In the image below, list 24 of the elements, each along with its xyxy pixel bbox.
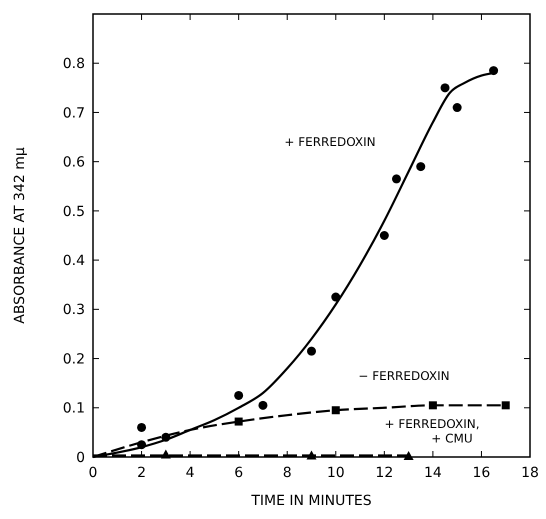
y-tick-label: 0.1 bbox=[62, 400, 85, 417]
annotation: + FERREDOXIN bbox=[284, 135, 376, 149]
x-tick-label: 18 bbox=[521, 465, 539, 481]
y-tick-label: 0.6 bbox=[62, 154, 86, 171]
x-tick-label: 0 bbox=[88, 465, 98, 481]
annotation: − FERREDOXIN bbox=[358, 369, 450, 383]
x-tick-label: 10 bbox=[326, 465, 345, 481]
y-tick-label: 0.3 bbox=[62, 302, 85, 318]
x-tick-label: 8 bbox=[282, 465, 292, 481]
y-tick-label: 0.5 bbox=[62, 204, 85, 220]
y-axis-title: ABSORBANCE AT 342 mμ bbox=[12, 147, 28, 324]
y-tick-label: 0 bbox=[76, 450, 85, 466]
y-tick-label: 0.8 bbox=[62, 56, 85, 72]
y-tick-label: 0.4 bbox=[62, 253, 86, 270]
x-tick-label: 16 bbox=[472, 465, 490, 481]
x-tick-label: 2 bbox=[137, 465, 146, 481]
x-tick-label: 6 bbox=[234, 465, 244, 481]
x-axis-title: TIME IN MINUTES bbox=[250, 493, 372, 509]
x-tick-label: 4 bbox=[186, 465, 195, 481]
x-tick-label: 12 bbox=[375, 465, 394, 481]
x-tick-label: 14 bbox=[424, 465, 442, 481]
y-tick-label: 0.2 bbox=[62, 351, 85, 368]
y-tick-label: 0.7 bbox=[62, 105, 85, 122]
annotation: + FERREDOXIN, + CMU bbox=[384, 417, 480, 446]
